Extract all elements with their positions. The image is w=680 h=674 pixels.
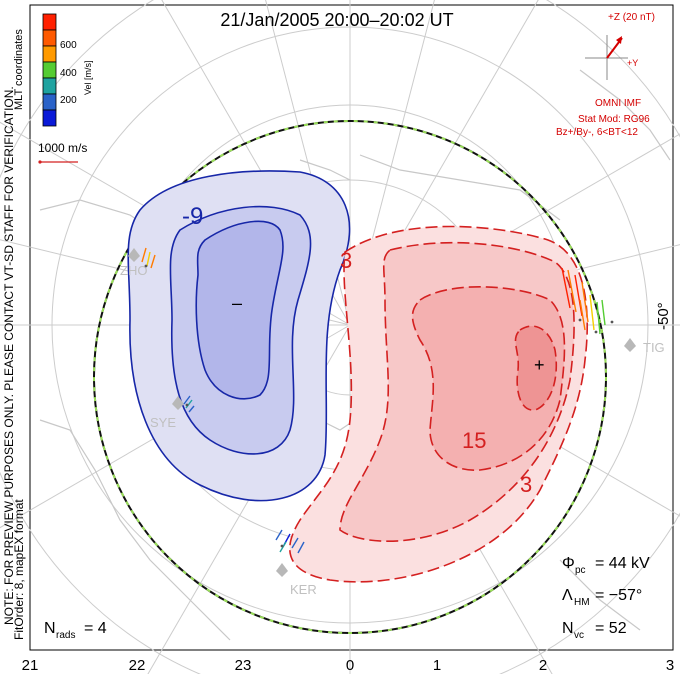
mlt-axis: 21 22 23 0 1 2 3 bbox=[22, 657, 675, 674]
nrads-sub: rads bbox=[56, 630, 75, 641]
nvc-symbol: N bbox=[562, 620, 574, 637]
phi-pc-value: = 44 kV bbox=[595, 555, 650, 572]
potential-min-marker: – bbox=[232, 293, 242, 313]
mlt-label-22: 22 bbox=[129, 657, 146, 674]
colorbar-seg-5 bbox=[42, 77, 57, 95]
coordinate-label: MLT coordinates bbox=[13, 29, 25, 110]
colorbar-tick-600: 600 bbox=[60, 40, 77, 51]
colorbar-seg-1 bbox=[42, 13, 57, 31]
colorbar-seg-7 bbox=[42, 109, 57, 127]
mlt-label-23: 23 bbox=[235, 657, 252, 674]
colorbar-tick-200: 200 bbox=[60, 95, 77, 106]
radar-label-sye: SYE bbox=[150, 415, 176, 430]
positive-contour-label-3: 3 bbox=[340, 248, 352, 273]
phi-pc-symbol: Φ bbox=[562, 555, 575, 572]
vector-scale-origin bbox=[38, 160, 42, 164]
imf-z-label: +Z (20 nT) bbox=[608, 12, 655, 23]
heppner-maynard-boundary-dash bbox=[93, 120, 607, 634]
nrads-value: = 4 bbox=[84, 620, 107, 637]
mlt-label-21: 21 bbox=[22, 657, 39, 674]
nvc-value: = 52 bbox=[595, 620, 627, 637]
imf-source: OMNI IMF bbox=[595, 98, 641, 109]
lambda-hm-value: = −57° bbox=[595, 587, 642, 604]
radar-label-zho: ZHO bbox=[120, 263, 147, 278]
velocity-colorbar bbox=[42, 13, 57, 127]
vector-origins bbox=[144, 264, 614, 548]
imf-model: Stat Mod: RG96 bbox=[578, 114, 650, 125]
velocity-vectors bbox=[141, 247, 606, 554]
colorbar-tick-400: 400 bbox=[60, 68, 77, 79]
colorbar-seg-4 bbox=[42, 61, 57, 79]
radar-label-tig: TIG bbox=[643, 340, 665, 355]
potential-max-marker: + bbox=[534, 355, 545, 375]
colorbar-label: Vel [m/s] bbox=[83, 60, 93, 95]
imf-clock bbox=[585, 35, 628, 80]
radar-sites bbox=[128, 248, 636, 577]
positive-contour-label-15: 15 bbox=[462, 428, 486, 453]
fit-statistics: Φ pc = 44 kV Λ HM = −57° N vc = 52 N rad… bbox=[44, 555, 650, 641]
mlt-label-1: 1 bbox=[433, 657, 441, 674]
nvc-sub: vc bbox=[574, 630, 584, 641]
map-title: 21/Jan/2005 20:00–20:02 UT bbox=[220, 10, 453, 30]
nrads-symbol: N bbox=[44, 620, 56, 637]
positive-contour-label-3b: 3 bbox=[520, 472, 532, 497]
phi-pc-sub: pc bbox=[575, 565, 586, 576]
lambda-hm-symbol: Λ bbox=[562, 587, 573, 604]
latitude-label: -50° bbox=[655, 302, 672, 330]
colorbar-seg-2 bbox=[42, 29, 57, 47]
imf-bin: Bz+/By-, 6<BT<12 bbox=[556, 127, 638, 138]
radar-label-ker: KER bbox=[290, 582, 317, 597]
vector-scale-label: 1000 m/s bbox=[38, 141, 87, 155]
preview-note: NOTE: FOR PREVIEW PURPOSES ONLY. PLEASE … bbox=[2, 86, 16, 625]
colorbar-seg-6 bbox=[42, 93, 57, 111]
mlt-label-3: 3 bbox=[666, 657, 674, 674]
negative-cell-contour-3 bbox=[195, 220, 284, 400]
mlt-label-2: 2 bbox=[539, 657, 547, 674]
colorbar-seg-3 bbox=[42, 45, 57, 63]
fit-order-note: FitOrder: 8, mapEX format bbox=[12, 499, 26, 640]
negative-contour-label: -9 bbox=[182, 203, 203, 230]
lambda-hm-sub: HM bbox=[574, 597, 590, 608]
imf-y-label: +Y bbox=[627, 58, 638, 68]
mlt-label-0: 0 bbox=[346, 657, 354, 674]
positive-cell-contour-4 bbox=[514, 325, 558, 411]
